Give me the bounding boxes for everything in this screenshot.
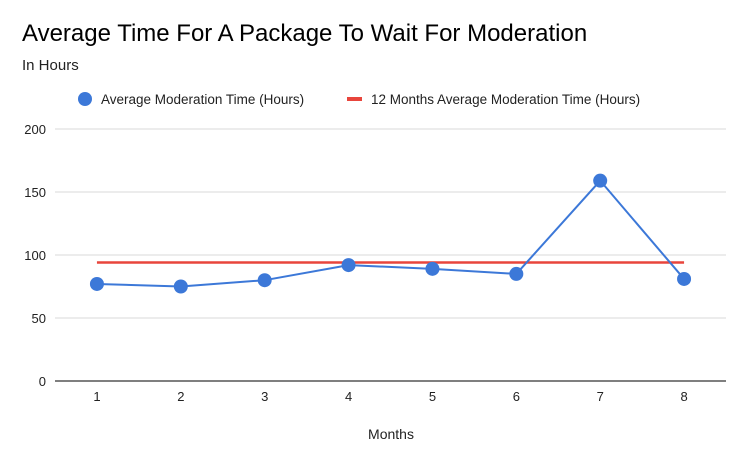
x-tick-label: 3: [261, 389, 268, 404]
data-point: [173, 279, 188, 294]
y-tick-label: 50: [32, 311, 46, 326]
y-tick-label: 0: [39, 374, 46, 389]
x-axis-ticks: 1 2 3 4 5 6 7 8: [93, 389, 687, 404]
data-point: [593, 173, 608, 188]
legend-label-series-2: 12 Months Average Moderation Time (Hours…: [371, 92, 640, 107]
x-axis-title: Months: [368, 426, 414, 442]
legend-label-series-1: Average Moderation Time (Hours): [101, 92, 304, 107]
data-point: [257, 273, 272, 288]
x-tick-label: 4: [345, 389, 352, 404]
chart-subtitle: In Hours: [22, 57, 79, 74]
gridlines: [55, 128, 726, 382]
data-point: [89, 276, 104, 291]
series-line-1: [96, 179, 685, 288]
chart-title: Average Time For A Package To Wait For M…: [22, 20, 588, 47]
series-layer: [89, 173, 692, 294]
legend-marker-series-1: [78, 92, 92, 106]
legend-marker-series-2: [347, 97, 362, 101]
y-tick-label: 150: [24, 185, 46, 200]
data-point: [341, 258, 356, 273]
data-point: [677, 271, 692, 286]
x-tick-label: 7: [597, 389, 604, 404]
x-tick-label: 8: [680, 389, 687, 404]
x-tick-label: 2: [177, 389, 184, 404]
x-tick-label: 6: [513, 389, 520, 404]
y-tick-label: 200: [24, 122, 46, 137]
y-tick-label: 100: [24, 248, 46, 263]
data-point: [425, 261, 440, 276]
data-point: [509, 266, 524, 281]
y-axis-ticks: 0 50 100 150 200: [24, 122, 46, 389]
x-tick-label: 5: [429, 389, 436, 404]
legend: Average Moderation Time (Hours) 12 Month…: [78, 92, 640, 107]
x-tick-label: 1: [93, 389, 100, 404]
